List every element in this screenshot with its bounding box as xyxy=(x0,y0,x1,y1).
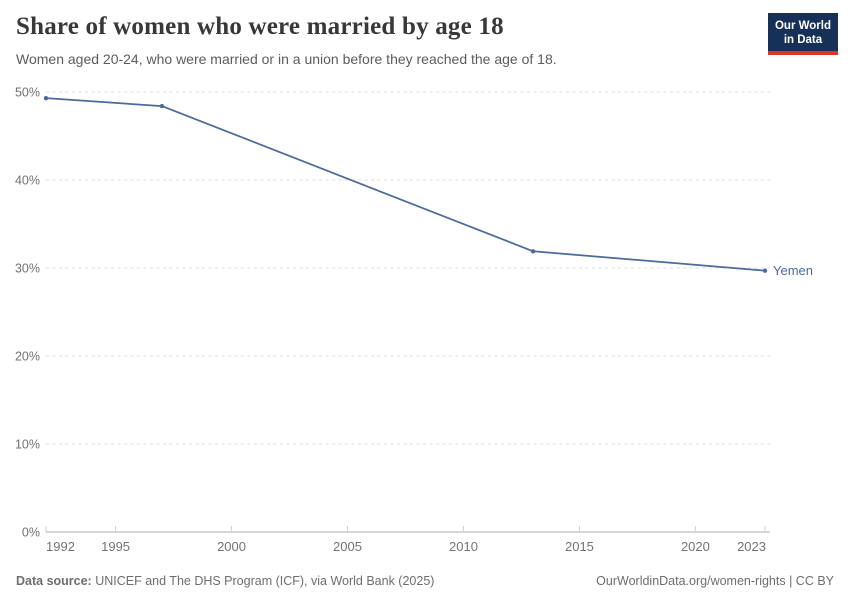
x-tick-label: 1995 xyxy=(101,539,130,554)
owid-logo[interactable]: Our World in Data xyxy=(767,13,838,56)
data-source-note: Data source: UNICEF and The DHS Program … xyxy=(16,574,434,588)
y-tick-label: 50% xyxy=(15,86,40,100)
x-tick-label: 2015 xyxy=(565,539,594,554)
data-line[interactable] xyxy=(45,97,766,272)
data-source-label: Data source: xyxy=(16,574,92,588)
data-point[interactable] xyxy=(159,103,165,109)
y-tick-label: 20% xyxy=(15,350,40,364)
entity-label[interactable]: Yemen xyxy=(773,263,813,278)
data-point[interactable] xyxy=(762,268,768,273)
chart-footer: Data source: UNICEF and The DHS Program … xyxy=(16,574,834,588)
x-tick-label: 2005 xyxy=(333,539,362,554)
owid-logo-line1: Our World xyxy=(774,20,831,32)
data-source-text: UNICEF and The DHS Program (ICF), via Wo… xyxy=(91,574,435,588)
page-title: Share of women who were married by age 1… xyxy=(16,13,504,40)
x-tick-label: 1992 xyxy=(46,539,75,554)
data-point[interactable] xyxy=(530,249,536,254)
data-point[interactable] xyxy=(43,95,49,101)
x-tick-label: 2023 xyxy=(737,539,766,554)
y-tick-label: 10% xyxy=(15,438,40,452)
x-tick-label: 2000 xyxy=(217,539,246,554)
y-tick-label: 0% xyxy=(22,526,40,540)
owid-logo-line2: in Data xyxy=(783,34,823,47)
y-tick-label: 40% xyxy=(15,174,40,188)
y-tick-label: 30% xyxy=(15,262,40,276)
footer-credit-link[interactable]: OurWorldinData.org/women-rights | CC BY xyxy=(596,574,834,588)
chart-subtitle: Women aged 20-24, who were married or in… xyxy=(16,51,557,67)
x-tick-label: 2010 xyxy=(449,539,478,554)
x-tick-label: 2020 xyxy=(681,539,710,554)
